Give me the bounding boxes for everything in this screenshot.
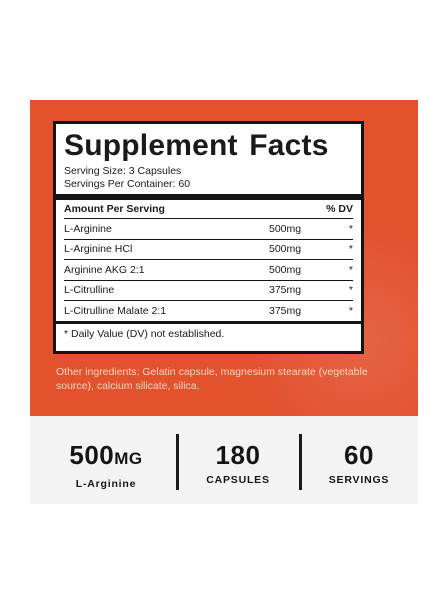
stat-servings-value: 60	[344, 440, 374, 470]
stat-divider	[176, 434, 179, 490]
stat-capsules: 180 CAPSULES	[190, 440, 286, 486]
nutrient-dv: *	[348, 222, 353, 235]
nutrient-amount: 500mg	[269, 243, 302, 256]
stat-dose: 500MG L-Arginine	[46, 440, 166, 490]
stats-bar: 500MG L-Arginine 180 CAPSULES 60 SERVING…	[30, 416, 418, 504]
stat-dose-label: L-Arginine	[75, 478, 137, 490]
stat-servings: 60 SERVINGS	[314, 440, 404, 486]
nutrient-name: Arginine AKG 2:1	[64, 263, 145, 276]
nutrient-name: L-Citrulline	[64, 284, 115, 297]
dv-header: % DV	[326, 203, 353, 215]
nutrient-dv: *	[348, 284, 353, 297]
nutrient-row: L-Citrulline 375mg *	[64, 279, 353, 301]
supplement-facts-panel: Supplement Facts Serving Size: 3 Capsule…	[53, 121, 364, 354]
bottom-divider	[56, 320, 361, 324]
nutrient-amount: 375mg	[269, 304, 302, 317]
nutrient-amount: 500mg	[269, 263, 302, 276]
dose-number: 500	[69, 440, 115, 470]
stat-dose-value: 500MG	[46, 440, 166, 474]
nutrient-row: L-Arginine HCl 500mg *	[64, 238, 353, 260]
nutrient-name: L-Arginine	[64, 222, 112, 235]
serving-size: Serving Size: 3 Capsules	[64, 165, 182, 177]
thick-divider	[56, 194, 361, 200]
nutrient-row: Arginine AKG 2:1 500mg *	[64, 259, 353, 280]
amount-header-row: Amount Per Serving % DV	[64, 200, 353, 218]
stat-capsules-label: CAPSULES	[206, 474, 270, 486]
nutrient-dv: *	[348, 243, 353, 256]
facts-title: Supplement Facts	[64, 129, 329, 162]
stat-divider	[299, 434, 302, 490]
nutrient-name: L-Citrulline Malate 2:1	[64, 304, 167, 317]
nutrient-amount: 375mg	[269, 284, 302, 297]
dv-footnote: * Daily Value (DV) not established.	[64, 327, 225, 340]
stat-capsules-value: 180	[215, 440, 261, 470]
dose-unit: MG	[114, 449, 143, 468]
stat-servings-label: SERVINGS	[328, 474, 390, 486]
amount-per-serving-label: Amount Per Serving	[64, 203, 165, 215]
nutrient-row: L-Citrulline Malate 2:1 375mg *	[64, 300, 353, 321]
nutrient-row: L-Arginine 500mg *	[64, 218, 353, 239]
nutrient-dv: *	[348, 304, 353, 317]
servings-per-container: Servings Per Container: 60	[64, 177, 191, 190]
nutrient-amount: 500mg	[269, 222, 302, 235]
other-ingredients: Other ingredients: Gelatin capsule, magn…	[56, 366, 368, 392]
nutrient-dv: *	[348, 263, 353, 276]
nutrient-name: L-Arginine HCl	[64, 243, 133, 256]
